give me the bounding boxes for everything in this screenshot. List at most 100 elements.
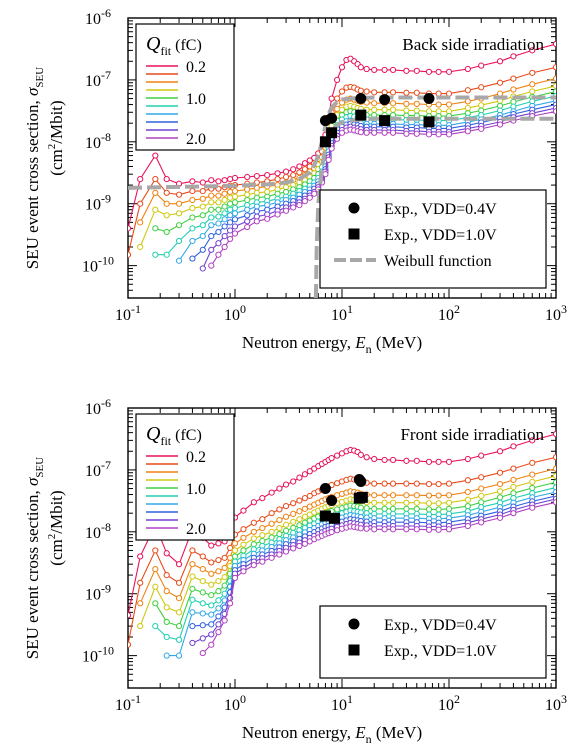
x-axis-label: Neutron energy, En (MeV) <box>242 723 422 746</box>
sim-point <box>403 100 410 107</box>
sim-point <box>199 635 206 642</box>
sim-point <box>445 68 453 75</box>
sim-point <box>163 200 170 207</box>
sim-point <box>259 537 266 545</box>
sim-point <box>276 524 283 532</box>
exp-point-1.0V <box>328 512 340 524</box>
x-axis-label: Neutron energy, En (MeV) <box>242 333 422 356</box>
sim-point <box>282 173 290 181</box>
sim-point <box>215 605 222 612</box>
qfit-legend-label: 0.2 <box>186 59 206 76</box>
sim-point <box>189 622 196 630</box>
sim-point <box>413 89 420 96</box>
sim-point <box>175 561 183 568</box>
sim-point <box>163 604 170 611</box>
sim-point <box>435 500 442 507</box>
sim-point <box>208 592 215 599</box>
sim-point <box>208 232 215 240</box>
sim-point <box>363 65 370 73</box>
sim-point <box>163 618 170 626</box>
exp-point-0.4V <box>326 112 338 124</box>
sim-series-1 <box>128 430 556 619</box>
sim-point <box>389 100 397 107</box>
y-tick-label: 10-7 <box>85 68 111 90</box>
y-axis-unit: (cm2/Mbit) <box>46 490 66 565</box>
sim-point <box>175 636 183 643</box>
sim-point <box>199 565 206 573</box>
sim-point <box>290 171 297 179</box>
x-tick-label: 103 <box>545 692 567 714</box>
sim-point <box>231 199 239 206</box>
sim-point <box>128 225 132 232</box>
sim-point <box>371 499 378 506</box>
sim-point <box>282 548 290 555</box>
exp-point-1.0V <box>423 116 435 128</box>
sim-point <box>208 214 215 221</box>
sim-point <box>296 508 303 515</box>
sim-point <box>363 525 370 532</box>
sim-point <box>445 492 453 499</box>
legend-label: Weibull function <box>384 253 492 270</box>
sim-point <box>276 485 283 492</box>
sim-point <box>389 499 397 506</box>
sim-point <box>435 526 442 533</box>
sim-point <box>371 455 378 463</box>
sim-point <box>175 191 183 198</box>
sim-point <box>403 107 410 114</box>
sim-point <box>389 66 397 74</box>
legend-marker-circle <box>348 202 360 214</box>
sim-point <box>464 455 471 463</box>
sim-point <box>322 171 329 178</box>
sim-point <box>227 600 234 607</box>
sim-point <box>152 175 159 183</box>
sim-point <box>510 53 517 60</box>
panel-annotation: Back side irradiation <box>402 35 544 54</box>
sim-point <box>445 480 453 487</box>
sim-point <box>381 129 388 136</box>
exp-point-1.0V <box>356 491 368 503</box>
sim-point <box>199 232 206 240</box>
sim-point <box>413 67 420 74</box>
sim-point <box>240 547 247 554</box>
sim-point <box>268 489 275 496</box>
sim-point <box>215 192 222 199</box>
sim-point <box>478 62 485 69</box>
sim-point <box>296 163 303 170</box>
sim-point <box>259 524 266 532</box>
sim-point <box>464 496 471 503</box>
sim-point <box>240 541 247 548</box>
sim-point <box>413 457 420 464</box>
sim-point <box>215 213 222 220</box>
sim-point <box>244 206 251 213</box>
x-tick-label: 100 <box>224 692 246 714</box>
exp-point-1.0V <box>326 127 338 139</box>
sim-point <box>264 215 271 222</box>
sim-point <box>403 480 410 487</box>
sim-point <box>189 187 196 195</box>
sim-point <box>250 561 257 569</box>
sim-point <box>189 561 196 568</box>
sim-point <box>510 510 517 517</box>
sim-point <box>478 84 485 91</box>
sim-point <box>371 66 378 74</box>
sim-point <box>221 574 228 581</box>
sim-point <box>389 106 397 113</box>
sim-point <box>152 189 159 196</box>
sim-point <box>231 174 239 182</box>
sim-point <box>215 220 222 227</box>
sim-point <box>231 553 239 560</box>
sim-point <box>403 457 410 464</box>
chart-panel-1: 10-1 100 101 102 103 10-10 10-9 10-8 10-7 10-6 Neu… <box>23 6 567 356</box>
sim-point <box>276 506 283 513</box>
sim-point <box>137 579 144 586</box>
sim-point <box>381 526 388 533</box>
sim-point <box>231 187 239 195</box>
sim-series-3 <box>137 465 556 607</box>
sim-point <box>552 465 556 472</box>
sim-point <box>371 526 378 533</box>
sim-point <box>403 499 410 506</box>
sim-point <box>282 521 290 528</box>
sim-point <box>221 190 228 197</box>
sim-point <box>221 243 228 251</box>
